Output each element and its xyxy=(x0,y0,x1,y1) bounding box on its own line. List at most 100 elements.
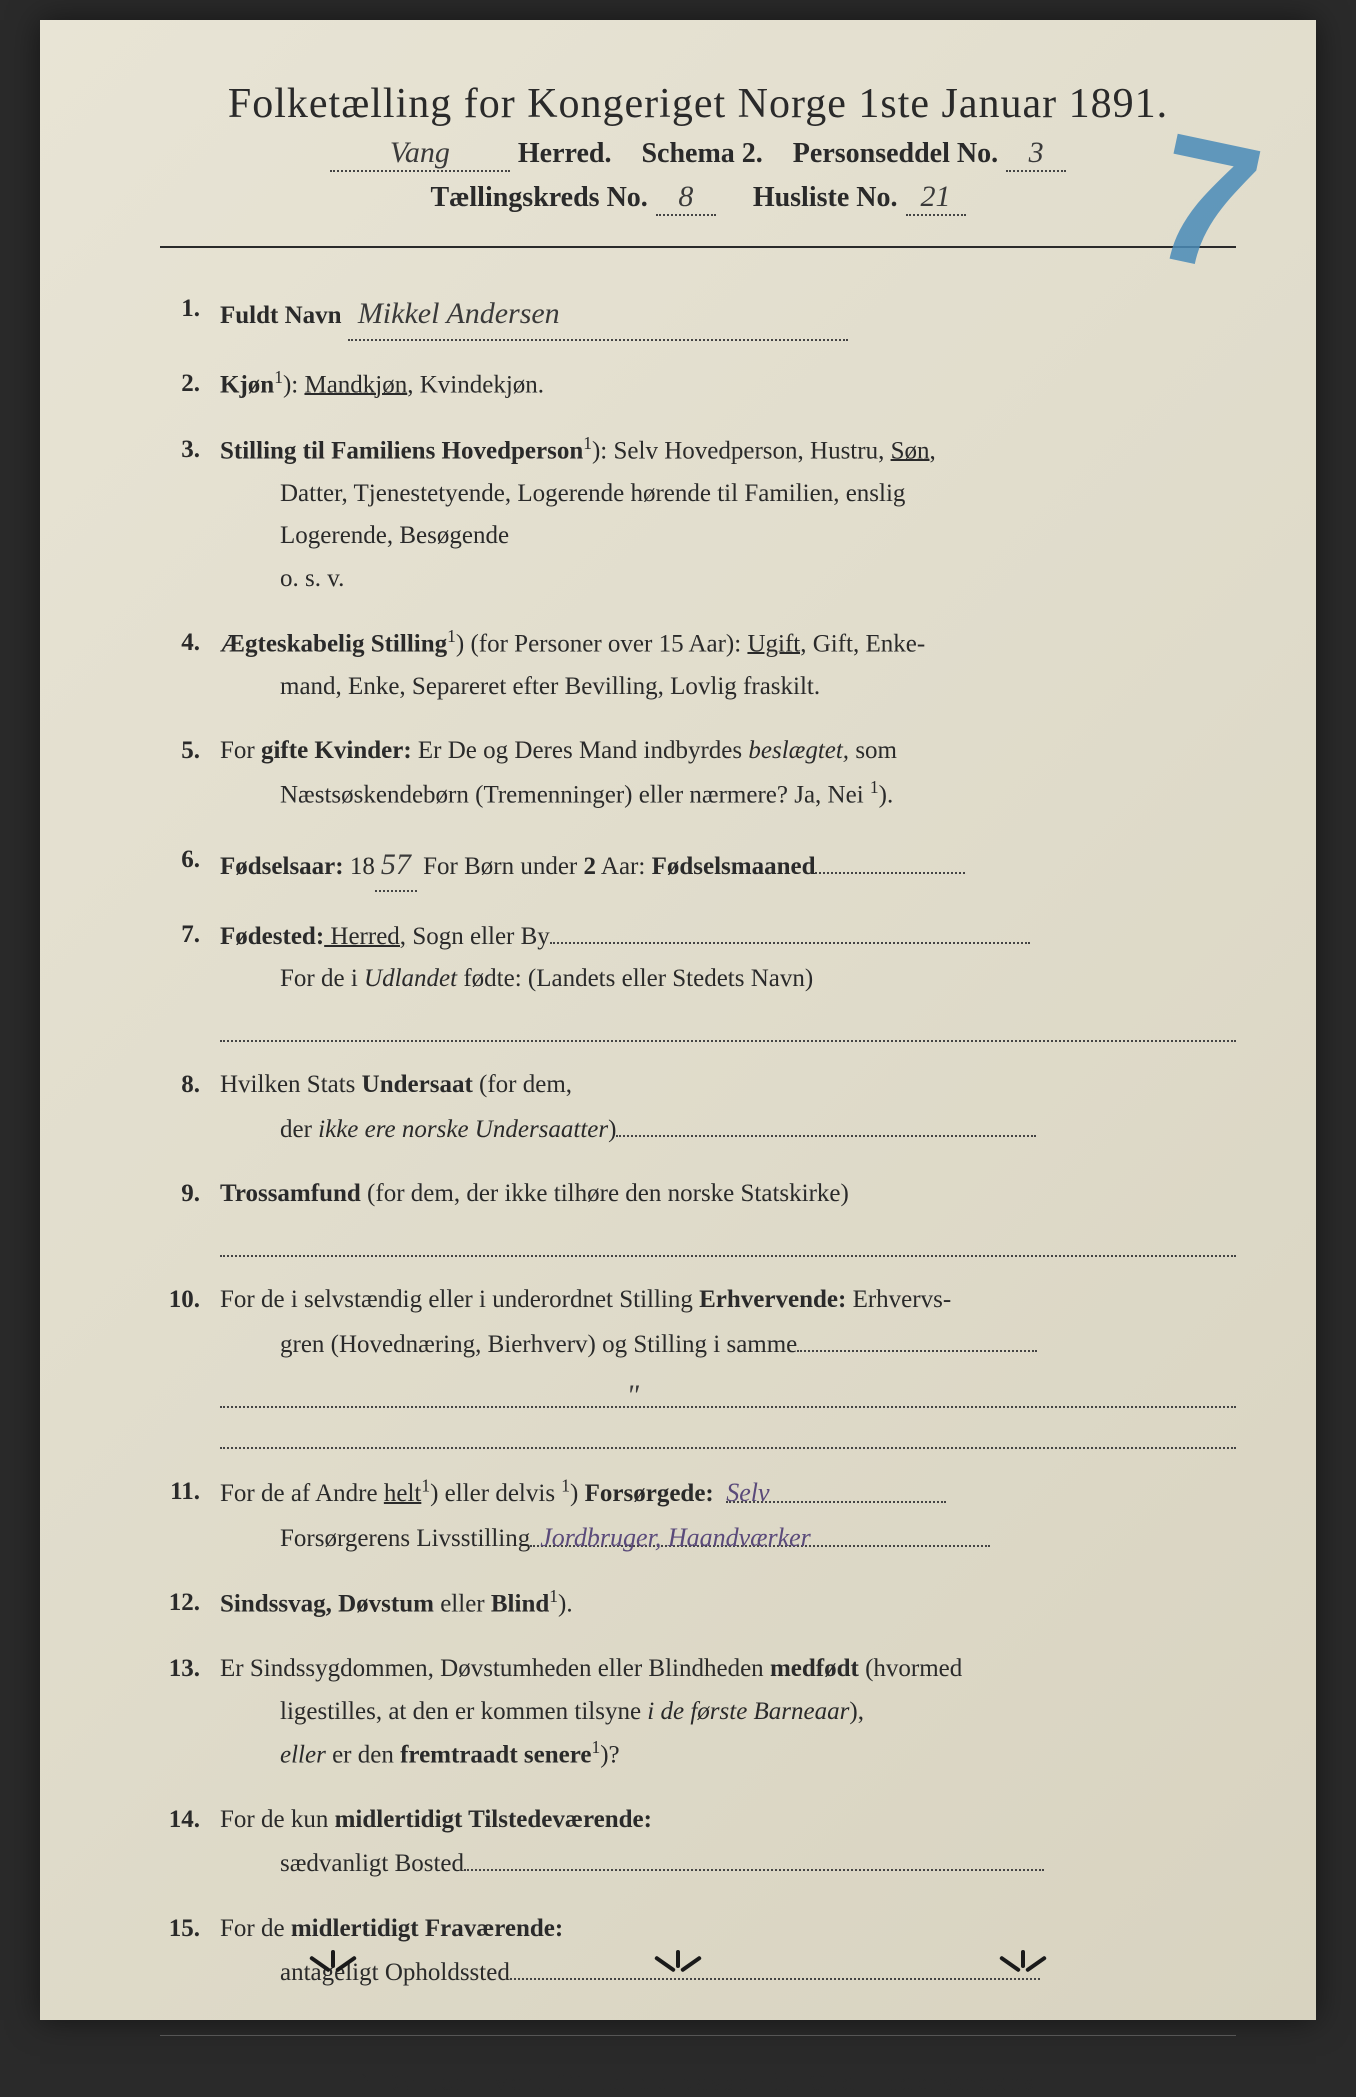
husliste-label: Husliste No. xyxy=(753,182,898,214)
line2-post: fødte: (Landets eller Stedets Navn) xyxy=(457,965,813,992)
foreign-birthplace-field xyxy=(220,1005,1236,1043)
line2-italic: Udlandet xyxy=(364,965,457,992)
line3-text: er den xyxy=(326,1741,400,1768)
bold2: Blind xyxy=(491,1591,549,1618)
citizenship-field xyxy=(616,1107,1036,1137)
item-number: 5. xyxy=(160,730,220,816)
line2: Næstsøskendebørn (Tremenninger) eller næ… xyxy=(280,781,870,808)
occupation-field xyxy=(797,1322,1037,1352)
options-text: Selv Hovedperson, Hustru, xyxy=(614,437,891,464)
item-10-occupation: 10. For de i selvstændig eller i underor… xyxy=(160,1279,1236,1449)
provider-occupation-value: Jordbruger, Haandværker xyxy=(530,1516,990,1547)
item-8-citizenship: 8. Hvilken Stats Undersaat (for dem, der… xyxy=(160,1064,1236,1151)
text: eller xyxy=(434,1591,491,1618)
taellingskreds-label: Tællingskreds No. xyxy=(430,182,647,214)
year-value: 57 xyxy=(375,839,417,892)
item-5-related: 5. For gifte Kvinder: Er De og Deres Man… xyxy=(160,730,1236,816)
header-row-2: Tællingskreds No. 8 Husliste No. 21 xyxy=(160,180,1236,216)
options-text: Gift, Enke- xyxy=(806,630,925,657)
personseddel-value: 3 xyxy=(1006,136,1066,172)
form-title: Folketælling for Kongeriget Norge 1ste J… xyxy=(160,80,1236,128)
census-form-page: 7 Folketælling for Kongeriget Norge 1ste… xyxy=(40,20,1316,2020)
item-13-congenital: 13. Er Sindssygdommen, Døvstumheden elle… xyxy=(160,1648,1236,1777)
line2-label: Forsørgerens Livsstilling xyxy=(280,1525,530,1552)
label-pre: For xyxy=(220,737,261,764)
text: (for dem, der ikke tilhøre den norske St… xyxy=(361,1180,849,1207)
hole-icon xyxy=(998,1950,1048,1980)
item-14-temporary-present: 14. For de kun midlertidigt Tilstedevære… xyxy=(160,1799,1236,1886)
underlined: helt xyxy=(384,1480,422,1507)
item-7-birthplace: 7. Fødested: Herred, Sogn eller By For d… xyxy=(160,914,1236,1043)
year-prefix: 18 xyxy=(344,853,375,880)
item-label: Fødested: xyxy=(220,923,324,950)
item-label: gifte Kvinder: xyxy=(261,737,412,764)
label2: Fødselsmaaned xyxy=(652,853,816,880)
item-number: 7. xyxy=(160,914,220,1043)
occupation-field-2: " xyxy=(220,1370,1236,1408)
hole-icon xyxy=(308,1950,358,1980)
personseddel-label: Personseddel No. xyxy=(793,138,998,170)
bold: Forsørgede: xyxy=(585,1480,714,1507)
line2-italic: i de første Barneaar xyxy=(647,1698,849,1725)
binding-holes xyxy=(40,1950,1316,1980)
item-11-provider: 11. For de af Andre helt1) eller delvis … xyxy=(160,1471,1236,1560)
item-number: 2. xyxy=(160,363,220,407)
text3: Aar: xyxy=(596,853,652,880)
item-6-birthyear: 6. Fødselsaar: 1857 For Børn under 2 Aar… xyxy=(160,839,1236,892)
text2: (hvormed xyxy=(859,1655,962,1682)
footnote-divider xyxy=(160,2035,1236,2036)
italic-text: beslægtet, xyxy=(748,737,849,764)
birthplace-field xyxy=(550,914,1030,944)
item-label: Stilling til Familiens Hovedperson xyxy=(220,437,583,464)
item-number: 14. xyxy=(160,1799,220,1886)
selected-option: Herred, xyxy=(324,923,406,950)
name-value: Mikkel Andersen xyxy=(348,288,848,341)
item-9-religion: 9. Trossamfund (for dem, der ikke tilhør… xyxy=(160,1173,1236,1257)
item-number: 9. xyxy=(160,1173,220,1257)
line2-post: ) xyxy=(608,1116,616,1143)
line2-pre: ligestilles, at den er kommen tilsyne xyxy=(280,1698,647,1725)
line3-post: )? xyxy=(600,1741,619,1768)
line3-italic: eller xyxy=(280,1741,326,1768)
options-line4: o. s. v. xyxy=(220,558,1236,601)
footnote-content: ) De for hvert Tilfælde passende Ord und… xyxy=(361,2070,1048,2096)
item-number: 11. xyxy=(160,1471,220,1560)
bold: Trossamfund xyxy=(220,1180,361,1207)
superscript: 1 xyxy=(274,367,283,387)
bold: medfødt xyxy=(770,1655,859,1682)
sup: 1 xyxy=(421,1476,430,1496)
text: Sogn eller By xyxy=(406,923,550,950)
text2: ) eller delvis xyxy=(430,1480,561,1507)
paren-text: ) (for Personer over 15 Aar): xyxy=(456,630,748,657)
item-number: 13. xyxy=(160,1648,220,1777)
line3-sup: 1 xyxy=(591,1737,600,1757)
line2-pre: For de i xyxy=(280,965,364,992)
text3: ) xyxy=(570,1480,585,1507)
selected-option: Mandkjøn xyxy=(304,371,407,398)
item-1-name: 1. Fuldt Navn Mikkel Andersen xyxy=(160,288,1236,341)
husliste-value: 21 xyxy=(906,180,966,216)
sup: 1 xyxy=(549,1586,558,1606)
text: For de af Andre xyxy=(220,1480,384,1507)
birthmonth-field xyxy=(815,844,965,874)
item-number: 6. xyxy=(160,839,220,892)
sup2: 1 xyxy=(561,1476,570,1496)
item-number: 8. xyxy=(160,1064,220,1151)
text: For de kun xyxy=(220,1806,335,1833)
hole-icon xyxy=(653,1950,703,1980)
options-line2: mand, Enke, Separeret efter Bevilling, L… xyxy=(220,666,1236,709)
bold: Sindssvag, Døvstum xyxy=(220,1591,434,1618)
item-label: Fødselsaar: xyxy=(220,853,344,880)
herred-value: Vang xyxy=(330,136,510,172)
bold2: 2 xyxy=(584,853,597,880)
item-number: 3. xyxy=(160,429,220,600)
footnote-text: 1) De for hvert Tilfælde passende Ord un… xyxy=(160,2066,1236,2097)
superscript: 1 xyxy=(583,433,592,453)
item-number: 12. xyxy=(160,1582,220,1626)
item-label: Kjøn xyxy=(220,371,274,398)
blue-check-mark: 7 xyxy=(1146,141,1266,267)
text2: ). xyxy=(558,1591,573,1618)
schema-label: Schema 2. xyxy=(641,138,762,170)
line2: sædvanligt Bosted xyxy=(280,1850,464,1877)
text2: (for dem, xyxy=(473,1071,572,1098)
